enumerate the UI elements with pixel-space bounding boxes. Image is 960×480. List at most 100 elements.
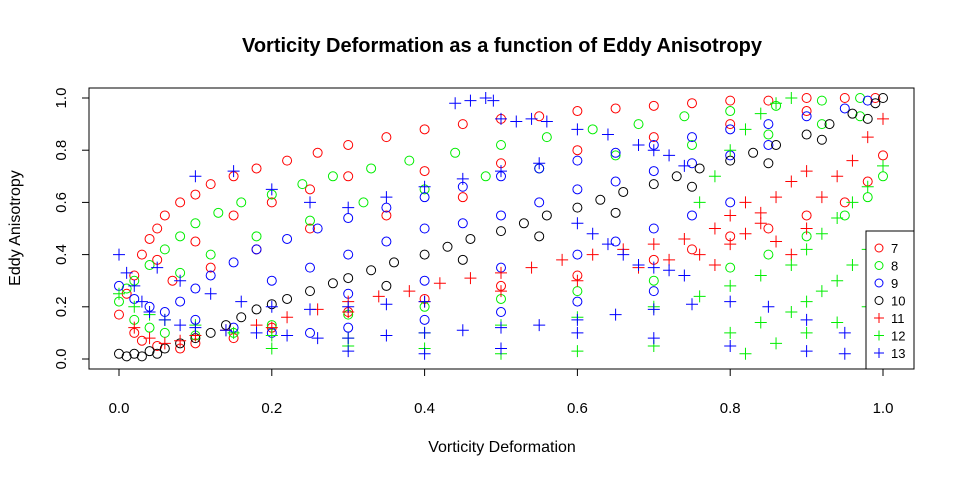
y-tick-label: 0.6 (53, 192, 70, 213)
data-point (404, 155, 415, 166)
data-point (663, 149, 676, 162)
data-point (342, 332, 355, 345)
data-point (648, 100, 659, 111)
data-point (136, 351, 147, 362)
data-point (343, 322, 354, 333)
data-point (572, 296, 583, 307)
y-axis-label: Eddy Anisotropy (7, 170, 24, 286)
data-point (174, 274, 187, 287)
data-point (831, 316, 844, 329)
data-point (770, 97, 783, 110)
data-point (877, 159, 889, 172)
data-point (610, 176, 621, 187)
data-point (449, 97, 462, 110)
data-point (572, 145, 583, 156)
legend-label: 7 (891, 241, 898, 256)
data-point (281, 329, 294, 342)
data-point (724, 339, 737, 352)
data-point (816, 119, 827, 130)
data-point (327, 171, 338, 182)
data-point (686, 298, 698, 311)
data-point (572, 184, 583, 195)
data-point (465, 233, 476, 244)
data-point (610, 207, 621, 218)
data-point (495, 321, 507, 334)
data-point (572, 249, 583, 260)
data-point (800, 345, 813, 358)
data-point (266, 275, 277, 286)
legend-marker (874, 313, 884, 323)
data-point (831, 212, 844, 225)
data-point (610, 147, 621, 158)
data-point (861, 180, 874, 193)
x-tick-label: 1.0 (873, 400, 894, 417)
data-point (190, 283, 201, 294)
data-point (877, 112, 889, 125)
data-point (495, 112, 507, 125)
data-point (495, 266, 507, 279)
data-point (175, 296, 186, 307)
data-point (571, 123, 584, 136)
y-axis: 0.0 0.2 0.4 0.6 0.8 1.0 (53, 88, 90, 369)
data-point (305, 327, 315, 338)
data-point (648, 223, 659, 234)
data-point (586, 227, 599, 240)
data-point (571, 313, 584, 326)
data-point (763, 95, 774, 106)
data-point (541, 210, 552, 221)
data-point (419, 249, 430, 260)
data-point (251, 163, 262, 174)
data-point (227, 326, 240, 339)
data-point (678, 269, 691, 282)
data-point (534, 197, 545, 208)
data-point (442, 241, 453, 252)
data-point (785, 259, 798, 272)
data-point (587, 124, 598, 135)
legend-label: 13 (891, 346, 905, 361)
data-point (419, 166, 430, 177)
data-point (235, 295, 248, 308)
data-point (343, 249, 354, 260)
data-point (380, 298, 393, 311)
data-point (739, 123, 752, 136)
legend-box (865, 230, 915, 370)
data-point (304, 196, 316, 209)
data-point (144, 260, 155, 271)
data-point (464, 94, 477, 107)
data-point (647, 238, 660, 251)
data-point (648, 179, 659, 190)
data-point (754, 107, 767, 120)
data-point (342, 201, 355, 214)
data-point (251, 231, 262, 242)
data-point (831, 170, 844, 183)
legend-marker (874, 348, 884, 358)
data-point (878, 93, 888, 103)
data-point (190, 236, 201, 247)
data-point (725, 124, 736, 135)
data-point (282, 155, 293, 166)
data-point (464, 272, 477, 285)
data-point (724, 279, 737, 292)
data-point (571, 345, 584, 358)
data-point (190, 189, 201, 200)
data-point (251, 244, 262, 255)
legend-marker (874, 296, 884, 305)
data-point (754, 316, 767, 329)
data-point (687, 158, 697, 169)
data-point (770, 337, 783, 350)
data-point (487, 94, 500, 107)
data-point (251, 304, 262, 315)
data-point (815, 191, 828, 204)
data-point (380, 191, 393, 204)
data-point (128, 279, 141, 292)
data-point (862, 95, 873, 106)
data-point (204, 287, 217, 300)
data-point (725, 106, 736, 117)
data-point (128, 300, 141, 313)
data-point (801, 129, 812, 140)
data-point (205, 249, 216, 260)
data-point (518, 218, 529, 229)
data-point (450, 147, 461, 158)
data-point (609, 308, 622, 321)
data-point (121, 283, 132, 294)
